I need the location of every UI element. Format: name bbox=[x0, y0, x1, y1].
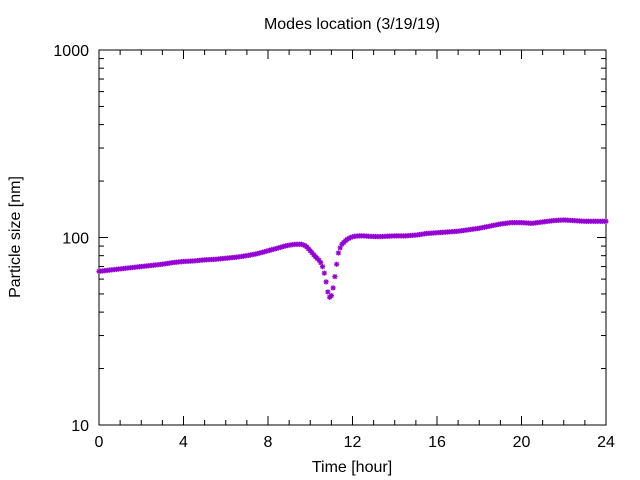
x-tick-label: 12 bbox=[344, 434, 362, 451]
x-tick-label: 8 bbox=[264, 434, 273, 451]
y-tick-label: 100 bbox=[62, 231, 89, 248]
x-axis-label: Time [hour] bbox=[312, 459, 392, 476]
data-point bbox=[330, 285, 336, 291]
x-tick-label: 0 bbox=[95, 434, 104, 451]
data-point bbox=[334, 261, 340, 267]
y-axis: 10 100 1000 bbox=[53, 43, 606, 435]
data-point bbox=[335, 250, 342, 256]
data-point bbox=[603, 218, 609, 224]
x-tick-label: 24 bbox=[597, 434, 615, 451]
data-point bbox=[328, 293, 334, 299]
data-point bbox=[325, 289, 331, 295]
x-tick-label: 16 bbox=[428, 434, 446, 451]
y-axis-label: Particle size [nm] bbox=[7, 176, 24, 298]
x-tick-label: 20 bbox=[513, 434, 531, 451]
data-point bbox=[332, 274, 338, 280]
chart-title: Modes location (3/19/19) bbox=[264, 16, 440, 33]
x-tick-label: 4 bbox=[179, 434, 188, 451]
x-axis: 0 4 8 12 16 20 24 bbox=[95, 50, 615, 451]
data-point bbox=[323, 279, 329, 285]
data-point bbox=[321, 270, 327, 276]
data-series bbox=[96, 217, 609, 300]
data-point bbox=[319, 264, 326, 270]
y-tick-label: 1000 bbox=[53, 43, 89, 60]
y-tick-label: 10 bbox=[71, 418, 89, 435]
